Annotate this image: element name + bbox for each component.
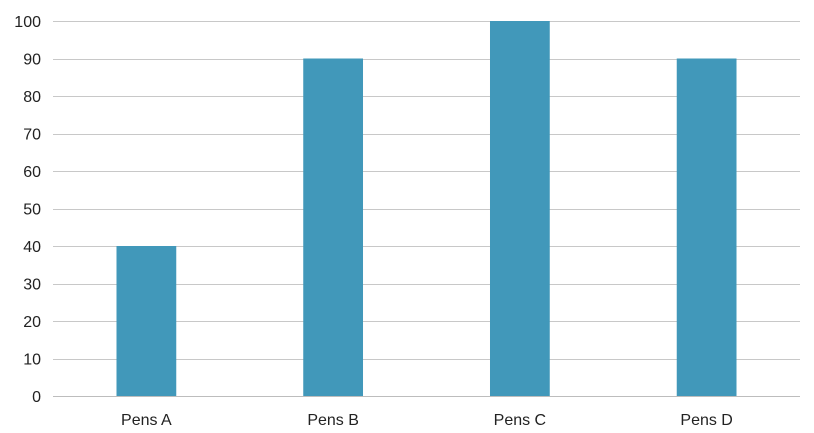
bars [116, 21, 737, 396]
x-tick-label: Pens D [680, 412, 732, 429]
y-tick-label: 10 [23, 352, 41, 369]
y-tick-label: 20 [23, 314, 41, 331]
y-tick-label: 60 [23, 164, 41, 181]
y-tick-label: 70 [23, 127, 41, 144]
bar-pens-b [303, 58, 364, 396]
x-tick-label: Pens A [121, 412, 172, 429]
y-tick-label: 0 [32, 389, 41, 406]
x-axis-ticks: Pens A Pens B Pens C Pens D [121, 412, 733, 429]
y-tick-label: 30 [23, 277, 41, 294]
x-tick-label: Pens C [494, 412, 546, 429]
bar-pens-c [489, 21, 550, 396]
bar-pens-d [676, 58, 737, 396]
y-tick-label: 90 [23, 52, 41, 69]
y-tick-label: 50 [23, 202, 41, 219]
y-tick-label: 40 [23, 239, 41, 256]
y-axis-ticks: 0 10 20 30 40 50 60 70 80 90 100 [14, 14, 41, 406]
y-tick-label: 80 [23, 89, 41, 106]
gridlines [53, 21, 800, 397]
y-tick-label: 100 [14, 14, 41, 31]
x-tick-label: Pens B [307, 412, 359, 429]
bar-pens-a [116, 246, 177, 396]
